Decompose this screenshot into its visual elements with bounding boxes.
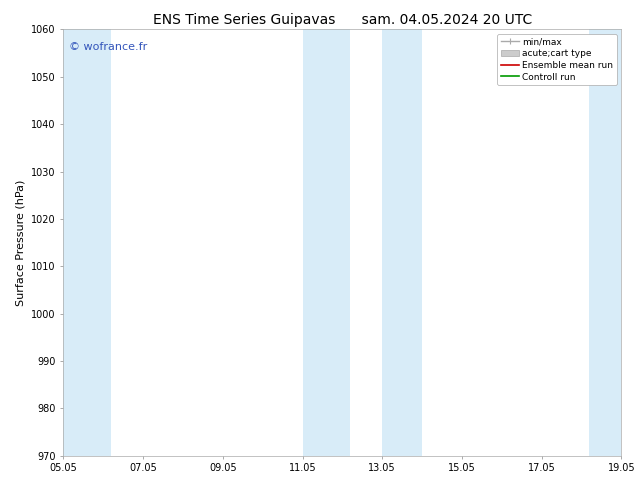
Title: ENS Time Series Guipavas      sam. 04.05.2024 20 UTC: ENS Time Series Guipavas sam. 04.05.2024… [153, 13, 532, 27]
Bar [302, 29, 351, 456]
Bar [382, 29, 422, 456]
Text: © wofrance.fr: © wofrance.fr [69, 42, 147, 52]
Bar [63, 29, 111, 456]
Y-axis label: Surface Pressure (hPa): Surface Pressure (hPa) [16, 179, 25, 306]
Bar [590, 29, 634, 456]
Legend: min/max, acute;cart type, Ensemble mean run, Controll run: min/max, acute;cart type, Ensemble mean … [497, 34, 617, 85]
